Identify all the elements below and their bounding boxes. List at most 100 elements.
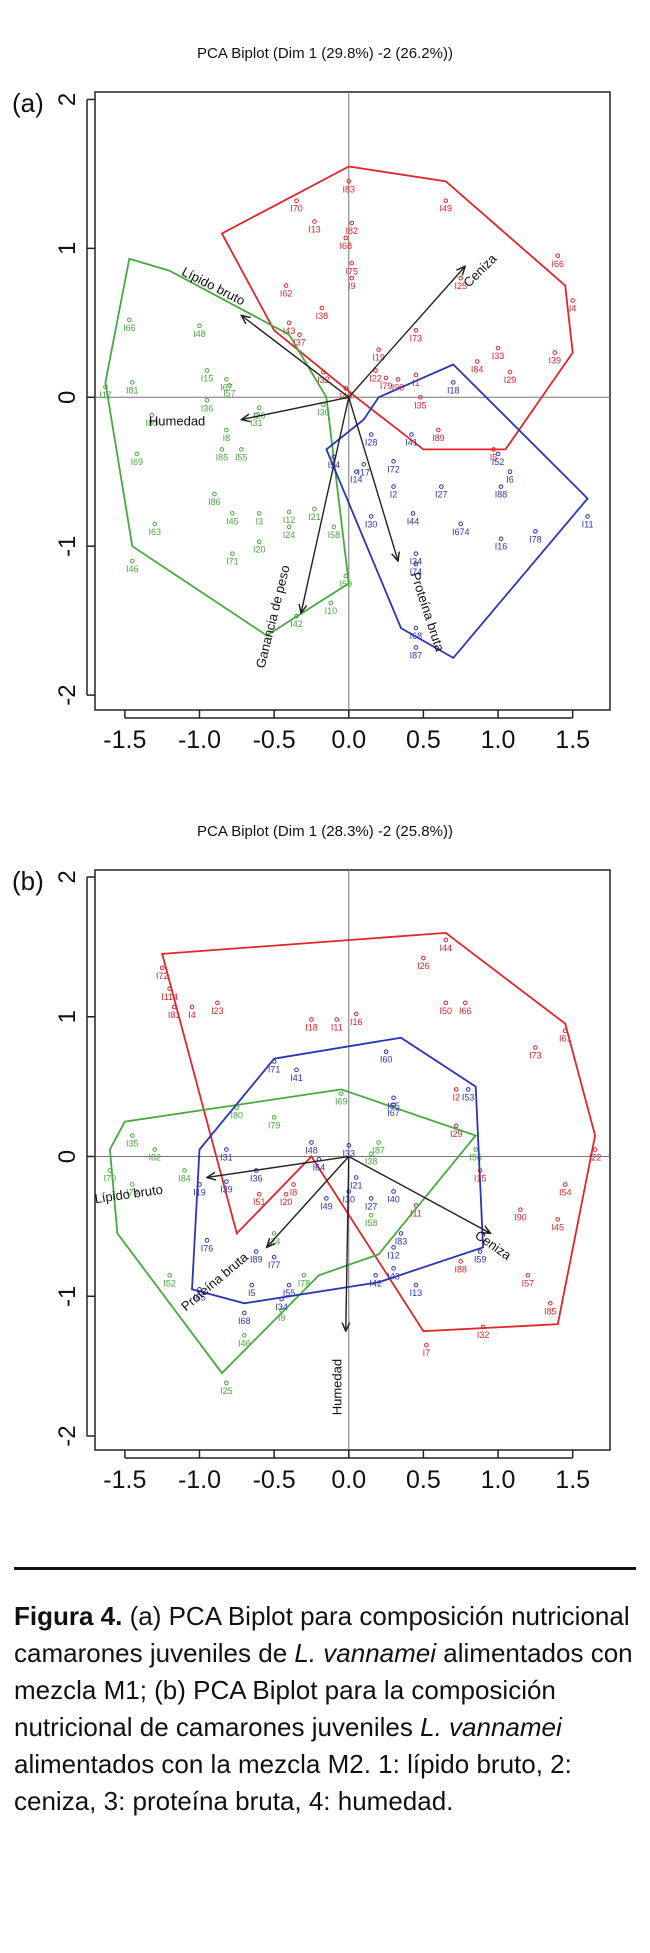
panel-label: (a) bbox=[12, 88, 44, 118]
point-label-red: I62 bbox=[280, 289, 293, 299]
point-label-red: I23 bbox=[211, 1006, 224, 1016]
data-point-green bbox=[204, 368, 210, 373]
data-point-blue bbox=[465, 1087, 471, 1092]
y-tick-label: 0 bbox=[54, 1150, 81, 1163]
data-point-red bbox=[319, 305, 325, 311]
figure-caption: Figura 4. (a) PCA Biplot para composició… bbox=[14, 1598, 634, 1820]
data-point-blue bbox=[409, 432, 414, 437]
caption-species: L. vannamei bbox=[294, 1638, 437, 1668]
data-point-green bbox=[224, 377, 229, 382]
data-point-blue bbox=[373, 1273, 378, 1278]
data-point-red bbox=[453, 1123, 459, 1129]
data-point-blue bbox=[413, 551, 419, 556]
point-label-green: I55 bbox=[235, 452, 248, 462]
data-point-green bbox=[271, 1231, 277, 1236]
point-label-red: I4 bbox=[569, 303, 577, 313]
data-point-red bbox=[189, 1004, 195, 1010]
point-label-red: I7 bbox=[423, 1348, 431, 1358]
point-label-red: I57 bbox=[522, 1278, 535, 1288]
data-point-blue bbox=[533, 529, 538, 534]
hull-red bbox=[220, 165, 574, 451]
point-label-red: I51 bbox=[253, 1197, 266, 1207]
point-label-red: I9 bbox=[348, 281, 356, 291]
point-label-green: I57 bbox=[223, 388, 236, 398]
data-point-red bbox=[418, 394, 423, 400]
point-label-blue: I6 bbox=[506, 475, 514, 485]
point-label-green: I78 bbox=[298, 1278, 311, 1288]
data-point-red bbox=[552, 350, 558, 355]
point-label-green: I17 bbox=[99, 390, 112, 400]
data-point-blue bbox=[391, 459, 396, 464]
point-label-green: I12 bbox=[283, 515, 296, 525]
y-tick-label: 1 bbox=[54, 242, 81, 255]
data-point-red bbox=[495, 345, 501, 351]
data-point-blue bbox=[391, 1245, 396, 1250]
x-tick-label: 1.0 bbox=[481, 726, 516, 754]
point-label-green: I56 bbox=[469, 1153, 482, 1163]
data-point-blue bbox=[224, 1179, 229, 1184]
point-label-blue: I60 bbox=[380, 1055, 393, 1065]
caption-text: alimentados con mezcla M1; (b) PCA Biplo… bbox=[14, 1638, 633, 1742]
point-label-blue: I27 bbox=[435, 490, 448, 500]
x-tick-label: 0.5 bbox=[406, 1466, 441, 1494]
point-label-red: I32 bbox=[477, 1330, 490, 1340]
data-point-blue bbox=[197, 1182, 202, 1187]
point-label-green: I69 bbox=[131, 457, 144, 467]
data-point-blue bbox=[294, 1067, 299, 1073]
pca-biplot-a: PCA Biplot (Dim 1 (29.8%) -2 (26.2%)) (a)… bbox=[0, 0, 650, 770]
point-label-blue: I67 bbox=[387, 1108, 400, 1118]
data-point-blue bbox=[458, 521, 464, 527]
caption-text: alimentados con la mezcla M2. 1: lípido … bbox=[14, 1749, 572, 1816]
y-tick-label: 2 bbox=[54, 93, 81, 106]
data-point-red bbox=[518, 1207, 523, 1212]
loading-vector-arrow bbox=[348, 397, 398, 561]
point-label-blue: I88 bbox=[495, 490, 508, 500]
y-tick-label: 2 bbox=[54, 870, 81, 883]
point-label-red: I37 bbox=[293, 338, 306, 348]
point-label-red: I89 bbox=[432, 433, 445, 443]
point-label-green: I36 bbox=[201, 403, 214, 413]
data-point-green bbox=[224, 1380, 229, 1386]
point-label-blue: I76 bbox=[201, 1243, 214, 1253]
data-point-red bbox=[349, 260, 355, 266]
point-label-red: I66 bbox=[459, 1006, 472, 1016]
point-label-green: I85 bbox=[216, 452, 229, 462]
point-label-blue: I41 bbox=[290, 1073, 303, 1083]
point-label-green: I42 bbox=[290, 619, 303, 629]
data-point-green bbox=[368, 1212, 374, 1218]
data-point-green bbox=[343, 573, 349, 579]
data-point-green bbox=[130, 1133, 135, 1138]
point-label-red: I4 bbox=[188, 1010, 196, 1020]
data-point-red bbox=[474, 359, 480, 364]
point-label-red: I73 bbox=[410, 333, 423, 343]
data-point-green bbox=[152, 1147, 158, 1152]
data-point-green bbox=[134, 451, 140, 457]
data-point-green bbox=[130, 380, 135, 385]
data-point-blue bbox=[361, 461, 366, 467]
loading-vector-arrow bbox=[267, 1156, 350, 1248]
point-label-red: I90 bbox=[514, 1213, 527, 1223]
data-point-green bbox=[127, 317, 132, 323]
point-label-red: I29 bbox=[450, 1129, 463, 1139]
data-point-red bbox=[555, 1217, 561, 1222]
point-label-red: I79 bbox=[380, 381, 393, 391]
loading-vector-arrow bbox=[348, 1155, 491, 1234]
caption-species: L. vannamei bbox=[420, 1712, 562, 1742]
point-label-blue: I30 bbox=[343, 1194, 356, 1204]
point-label-red: I66 bbox=[551, 259, 564, 269]
point-label-blue: I72 bbox=[387, 464, 400, 474]
point-label-green: I69 bbox=[335, 1097, 348, 1107]
data-point-green bbox=[130, 558, 135, 564]
data-point-blue bbox=[353, 1175, 359, 1180]
data-point-blue bbox=[398, 1231, 404, 1236]
point-label-green: I46 bbox=[126, 564, 139, 574]
point-label-green: I59 bbox=[340, 579, 353, 589]
y-tick-label: -1 bbox=[54, 1286, 81, 1307]
point-label-green: I45 bbox=[226, 516, 239, 526]
point-label-red: I40 bbox=[340, 391, 353, 401]
x-tick-label: 1.5 bbox=[555, 1466, 590, 1494]
data-point-green bbox=[107, 1168, 113, 1173]
point-label-green: I21 bbox=[308, 512, 321, 522]
x-tick-label: 0.5 bbox=[406, 726, 441, 754]
point-label-blue: I19 bbox=[193, 1187, 206, 1197]
